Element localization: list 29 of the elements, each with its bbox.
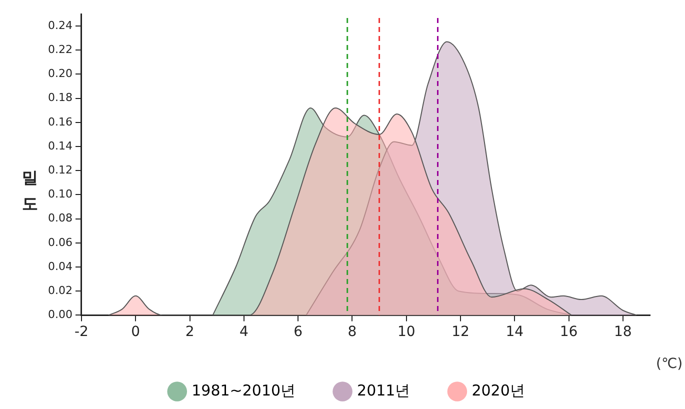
x-tick-label: 4 bbox=[239, 324, 248, 340]
x-tick-label: -2 bbox=[74, 324, 88, 340]
y-tick-label: 0.18 bbox=[48, 91, 72, 104]
y-tick-label: 0.06 bbox=[48, 236, 72, 249]
y-tick-label: 0.24 bbox=[48, 18, 72, 32]
legend-label: 2011년 bbox=[357, 381, 410, 400]
x-tick-label: 16 bbox=[560, 324, 578, 340]
x-tick-label: 10 bbox=[397, 324, 416, 340]
x-tick-label: 12 bbox=[452, 324, 470, 340]
y-tick-label: 0.16 bbox=[48, 115, 72, 128]
x-tick-label: 0 bbox=[131, 324, 140, 340]
x-tick-label: 8 bbox=[348, 324, 357, 340]
legend-label: 1981~2010년 bbox=[192, 381, 296, 400]
x-tick-label: 2 bbox=[185, 324, 194, 340]
y-tick-label: 0.12 bbox=[48, 163, 72, 176]
y-tick-label: 0.02 bbox=[48, 284, 72, 297]
x-tick-label: 6 bbox=[294, 324, 303, 340]
y-tick-label: 0.04 bbox=[48, 260, 72, 273]
x-tick-label: 18 bbox=[614, 324, 632, 340]
y-tick-label: 0.22 bbox=[48, 43, 72, 56]
y-tick-label: 0.08 bbox=[48, 212, 72, 225]
y-tick-label: 0.00 bbox=[48, 308, 72, 322]
x-axis-title: (℃) bbox=[656, 356, 683, 372]
y-tick-label: 0.10 bbox=[48, 188, 72, 201]
x-tick-label: 14 bbox=[506, 324, 524, 340]
y-tick-label: 0.14 bbox=[48, 139, 72, 152]
y-tick-label: 0.20 bbox=[48, 67, 72, 80]
legend-label: 2020년 bbox=[472, 381, 525, 400]
y-axis-title: 밀도 bbox=[22, 167, 39, 215]
